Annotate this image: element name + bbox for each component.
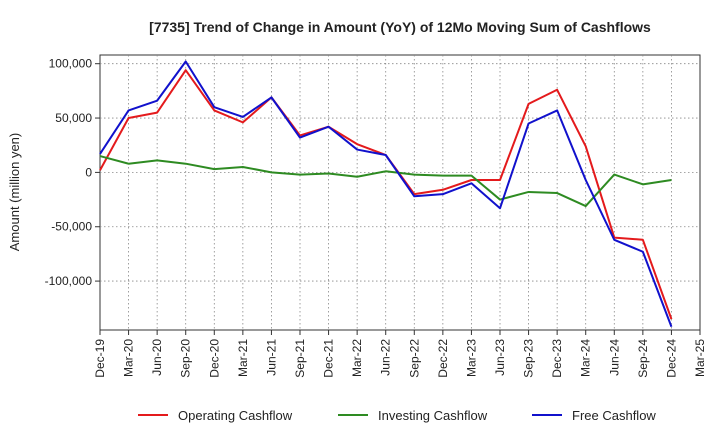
y-axis: 100,000 50,000 0 -50,000 -100,000	[45, 57, 100, 288]
x-tick-label: Jun-24	[607, 339, 621, 376]
y-tick-label: 0	[85, 165, 92, 179]
x-tick-label: Sep-24	[636, 339, 650, 378]
plot-area	[99, 54, 701, 331]
x-tick-label: Jun-21	[264, 339, 278, 376]
x-tick-label: Dec-24	[664, 339, 678, 378]
x-tick-label: Mar-25	[693, 339, 707, 377]
chart-title: [7735] Trend of Change in Amount (YoY) o…	[149, 19, 651, 35]
x-tick-label: Dec-22	[436, 339, 450, 378]
series-layer	[99, 60, 673, 328]
x-tick-label: Sep-21	[293, 339, 307, 378]
x-tick-label: Mar-23	[464, 339, 478, 377]
series-line-free-cashflow	[99, 60, 673, 328]
legend-label-operating-cashflow: Operating Cashflow	[178, 408, 293, 423]
y-axis-label: Amount (million yen)	[7, 133, 22, 252]
legend: Operating Cashflow Investing Cashflow Free…	[138, 408, 656, 423]
series-line-investing-cashflow	[99, 155, 672, 208]
x-tick-label: Jun-20	[150, 339, 164, 376]
x-tick-label: Mar-21	[236, 339, 250, 377]
x-tick-label: Mar-24	[579, 339, 593, 377]
x-tick-label: Dec-20	[207, 339, 221, 378]
x-tick-label: Jun-22	[379, 339, 393, 376]
x-tick-label: Sep-20	[179, 339, 193, 378]
x-tick-label: Sep-23	[522, 339, 536, 378]
y-tick-label: -50,000	[51, 220, 92, 234]
x-tick-label: Mar-22	[350, 339, 364, 377]
x-tick-label: Mar-20	[122, 339, 136, 377]
x-tick-label: Jun-23	[493, 339, 507, 376]
legend-label-free-cashflow: Free Cashflow	[572, 408, 656, 423]
x-tick-label: Dec-21	[322, 339, 336, 378]
x-tick-label: Sep-22	[407, 339, 421, 378]
y-tick-label: 50,000	[55, 111, 92, 125]
x-tick-label: Dec-23	[550, 339, 564, 378]
y-tick-label: -100,000	[45, 274, 93, 288]
legend-label-investing-cashflow: Investing Cashflow	[378, 408, 488, 423]
x-axis: Dec-19 Mar-20 Jun-20 Sep-20 Dec-20 Mar-21 Jun-…	[93, 330, 707, 378]
x-tick-label: Dec-19	[93, 339, 107, 378]
y-tick-label: 100,000	[49, 57, 93, 71]
